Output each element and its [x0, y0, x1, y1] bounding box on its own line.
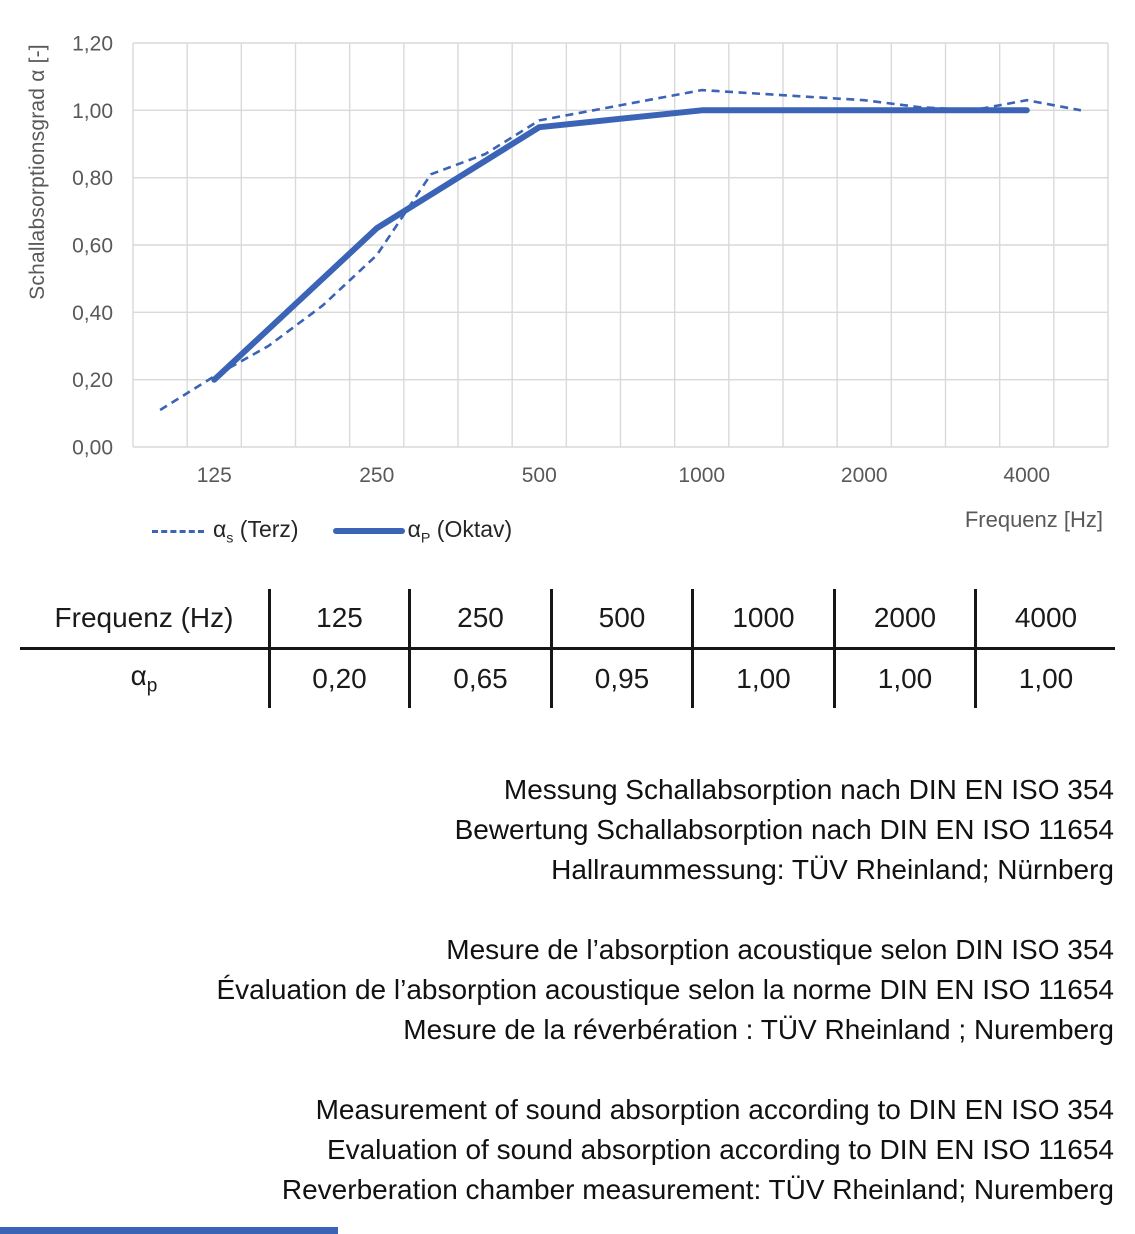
- table-row-alpha-p: αp 0,20 0,65 0,95 1,00 1,00 1,00: [20, 648, 1115, 708]
- table-row-frequencies: Frequenz (Hz) 125 250 500 1000 2000 4000: [20, 589, 1115, 650]
- alpha-cell-4000: 1,00: [974, 648, 1115, 708]
- svg-text:500: 500: [522, 464, 557, 487]
- svg-text:125: 125: [197, 464, 232, 487]
- freq-cell-1000: 1000: [691, 589, 835, 650]
- svg-text:0,60: 0,60: [72, 235, 113, 258]
- legend-label-alpha-p: αP (Oktav): [407, 516, 513, 547]
- absorption-chart-plot: 0,00 0,20 0,40 0,60 0,80 1,00 1,20 125 250 500 100…: [72, 33, 1109, 487]
- svg-text:0,00: 0,00: [72, 437, 113, 460]
- footer-accent-bar: [0, 1227, 338, 1234]
- notes-french: Mesure de l’absorption acoustique selon …: [216, 930, 1114, 1050]
- alpha-cell-125: 0,20: [268, 648, 410, 708]
- notes-english: Measurement of sound absorption accordin…: [282, 1090, 1114, 1210]
- alpha-cell-500: 0,95: [550, 648, 693, 708]
- alpha-cell-1000: 1,00: [691, 648, 835, 708]
- notes-german: Messung Schallabsorption nach DIN EN ISO…: [455, 770, 1114, 890]
- legend-label-alpha-s: αs (Terz): [213, 516, 299, 547]
- note-line: Bewertung Schallabsorption nach DIN EN I…: [454, 814, 1114, 845]
- svg-text:1000: 1000: [678, 464, 725, 487]
- note-line: Évaluation de l’absorption acoustique se…: [216, 974, 1114, 1005]
- svg-text:250: 250: [359, 464, 394, 487]
- chart-legend: αs (Terz) αP (Oktav): [152, 516, 512, 547]
- note-line: Hallraummessung: TÜV Rheinland; Nürnberg: [551, 854, 1114, 885]
- freq-cell-2000: 2000: [833, 589, 976, 650]
- legend-dashed-line-sample: [152, 529, 204, 533]
- alpha-cell-2000: 1,00: [833, 648, 976, 708]
- freq-cell-250: 250: [408, 589, 552, 650]
- legend-solid-line-sample: [332, 528, 405, 535]
- note-line: Mesure de l’absorption acoustique selon …: [446, 934, 1114, 965]
- svg-text:4000: 4000: [1003, 464, 1050, 487]
- svg-text:0,20: 0,20: [72, 369, 113, 392]
- absorption-chart: 0,00 0,20 0,40 0,60 0,80 1,00 1,20 125 250 500 100…: [0, 0, 1135, 560]
- svg-text:1,20: 1,20: [72, 33, 113, 56]
- note-line: Mesure de la réverbération : TÜV Rheinla…: [403, 1014, 1114, 1045]
- x-axis-title: Frequenz [Hz]: [964, 507, 1103, 532]
- note-line: Measurement of sound absorption accordin…: [315, 1094, 1114, 1125]
- y-axis-title: Schallabsorptionsgrad α [-]: [26, 44, 49, 300]
- freq-cell-125: 125: [268, 589, 410, 650]
- alpha-cell-250: 0,65: [408, 648, 552, 708]
- svg-text:2000: 2000: [841, 464, 888, 487]
- note-line: Evaluation of sound absorption according…: [326, 1134, 1114, 1165]
- svg-text:1,00: 1,00: [72, 100, 113, 123]
- table-header-frequenz: Frequenz (Hz): [20, 589, 270, 650]
- table-header-alpha-p: αp: [130, 660, 158, 697]
- svg-text:0,40: 0,40: [72, 302, 113, 325]
- freq-cell-4000: 4000: [974, 589, 1115, 650]
- note-line: Messung Schallabsorption nach DIN EN ISO…: [503, 774, 1114, 805]
- freq-cell-500: 500: [550, 589, 693, 650]
- svg-text:0,80: 0,80: [72, 167, 113, 190]
- note-line: Reverberation chamber measurement: TÜV R…: [281, 1174, 1114, 1205]
- alpha-p-table: Frequenz (Hz) 125 250 500 1000 2000 4000…: [20, 589, 1115, 708]
